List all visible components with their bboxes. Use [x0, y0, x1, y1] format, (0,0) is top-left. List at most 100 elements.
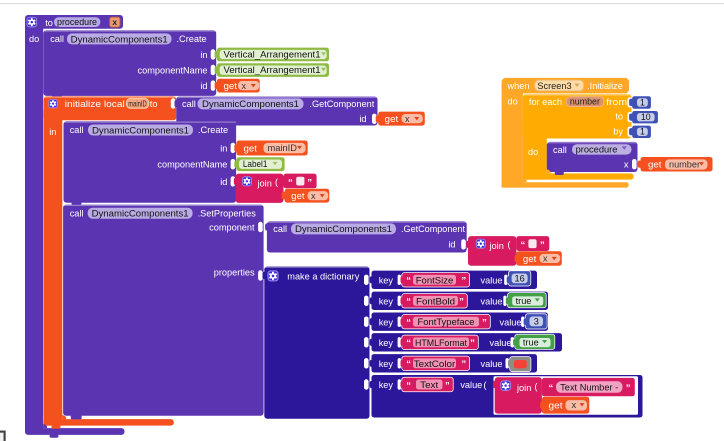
svg-text:from: from: [606, 97, 627, 107]
svg-text:call: call: [182, 99, 196, 109]
svg-text:value: value: [500, 317, 522, 327]
svg-text:procedure: procedure: [576, 145, 618, 155]
svg-text:3: 3: [534, 316, 539, 326]
svg-text:.Create: .Create: [177, 34, 207, 44]
svg-text:get: get: [385, 114, 399, 124]
svg-text:DynamicComponents1: DynamicComponents1: [71, 35, 168, 46]
svg-text:Vertical_Arrangement1: Vertical_Arrangement1: [224, 49, 321, 60]
svg-text:key: key: [379, 380, 394, 390]
svg-text:x: x: [543, 254, 548, 264]
svg-text:for each: for each: [529, 97, 562, 107]
svg-text:get: get: [549, 401, 563, 411]
svg-text:when: when: [507, 81, 530, 91]
svg-text:.SetProperties: .SetProperties: [198, 208, 257, 218]
svg-text:id: id: [359, 114, 366, 124]
svg-text:componentName: componentName: [138, 65, 208, 75]
svg-text:value: value: [481, 296, 503, 306]
svg-text:mainID: mainID: [268, 143, 298, 153]
svg-text:join: join: [516, 383, 531, 393]
svg-text:“: “: [549, 383, 554, 394]
svg-text:1: 1: [640, 97, 645, 107]
svg-text:join: join: [489, 241, 504, 251]
svg-text:properties: properties: [214, 267, 255, 277]
svg-text:DynamicComponents1: DynamicComponents1: [92, 209, 189, 220]
svg-text:(: (: [275, 177, 278, 187]
svg-text:(: (: [508, 240, 511, 250]
svg-text:“: “: [406, 276, 411, 287]
svg-text:“: “: [406, 359, 411, 370]
svg-text:“: “: [406, 297, 411, 308]
svg-text:”: ”: [445, 380, 450, 391]
svg-text:x: x: [242, 81, 247, 91]
svg-text:”: ”: [540, 240, 545, 251]
svg-text:key: key: [379, 317, 394, 327]
svg-text:”: ”: [307, 178, 312, 189]
svg-text:“: “: [406, 338, 411, 349]
svg-text:component: component: [209, 222, 255, 232]
svg-text:16: 16: [514, 273, 524, 283]
svg-text:Label1: Label1: [243, 159, 268, 169]
svg-text:key: key: [379, 275, 394, 285]
svg-text:get: get: [244, 144, 258, 154]
svg-text:”: ”: [470, 338, 475, 349]
svg-text:join: join: [257, 179, 272, 189]
svg-text:call: call: [50, 34, 64, 44]
svg-text:.Create: .Create: [198, 125, 228, 135]
svg-text:id: id: [448, 240, 455, 250]
svg-text:componentName: componentName: [157, 159, 227, 169]
svg-text:do: do: [508, 97, 518, 107]
svg-text:number: number: [570, 97, 600, 107]
svg-text:“: “: [406, 380, 411, 391]
svg-text:Text: Text: [420, 380, 438, 390]
svg-text:”: ”: [461, 359, 466, 370]
svg-text:get: get: [224, 81, 238, 91]
svg-text:(: (: [484, 380, 487, 390]
svg-text:by: by: [613, 126, 623, 136]
svg-text:FontSize: FontSize: [416, 275, 454, 285]
svg-text:1: 1: [640, 127, 645, 137]
svg-text:in: in: [49, 127, 56, 137]
svg-text:”: ”: [482, 318, 487, 329]
svg-text:value: value: [481, 275, 503, 285]
svg-text:DynamicComponents1: DynamicComponents1: [92, 126, 189, 137]
svg-text:true: true: [523, 338, 539, 348]
svg-text:x: x: [112, 17, 117, 27]
svg-text:10: 10: [641, 112, 651, 122]
svg-text:“: “: [406, 318, 411, 329]
svg-text:to: to: [150, 99, 158, 109]
svg-text:number: number: [669, 159, 700, 169]
svg-text:Screen3: Screen3: [537, 81, 571, 91]
svg-text:”: ”: [626, 383, 631, 394]
svg-text:Vertical_Arrangement1: Vertical_Arrangement1: [224, 65, 321, 76]
svg-text:TextColor: TextColor: [414, 359, 456, 369]
svg-text:id: id: [200, 81, 207, 91]
svg-text:”: ”: [459, 297, 464, 308]
svg-text:“: “: [288, 178, 293, 189]
svg-text:initialize local: initialize local: [65, 99, 125, 109]
svg-text:DynamicComponents1: DynamicComponents1: [295, 224, 392, 235]
svg-text:key: key: [379, 359, 394, 369]
svg-text:.Initialize: .Initialize: [587, 81, 623, 91]
svg-text:make a dictionary: make a dictionary: [287, 272, 359, 282]
svg-text:do: do: [29, 34, 39, 44]
svg-text:value: value: [490, 338, 512, 348]
svg-text:.GetComponent: .GetComponent: [309, 99, 374, 109]
svg-text:HTMLFormat: HTMLFormat: [415, 338, 467, 348]
svg-text:procedure: procedure: [57, 17, 97, 27]
svg-text:”: ”: [461, 276, 466, 287]
svg-text:DynamicComponents1: DynamicComponents1: [202, 99, 299, 110]
svg-text:id: id: [220, 177, 227, 187]
svg-text:FontBold: FontBold: [416, 296, 455, 306]
svg-text:FontTypeface: FontTypeface: [418, 317, 475, 327]
svg-text:call: call: [70, 208, 84, 218]
svg-text:get: get: [648, 160, 662, 170]
svg-text:to: to: [45, 18, 53, 28]
svg-text:.GetComponent: .GetComponent: [401, 224, 465, 234]
svg-text:“: “: [521, 240, 526, 251]
svg-text:call: call: [70, 125, 84, 135]
svg-text:key: key: [379, 338, 394, 348]
svg-text:in: in: [220, 143, 227, 153]
svg-text:value: value: [460, 380, 482, 390]
svg-text:Text Number -: Text Number -: [560, 383, 618, 393]
svg-text:get: get: [523, 254, 537, 264]
